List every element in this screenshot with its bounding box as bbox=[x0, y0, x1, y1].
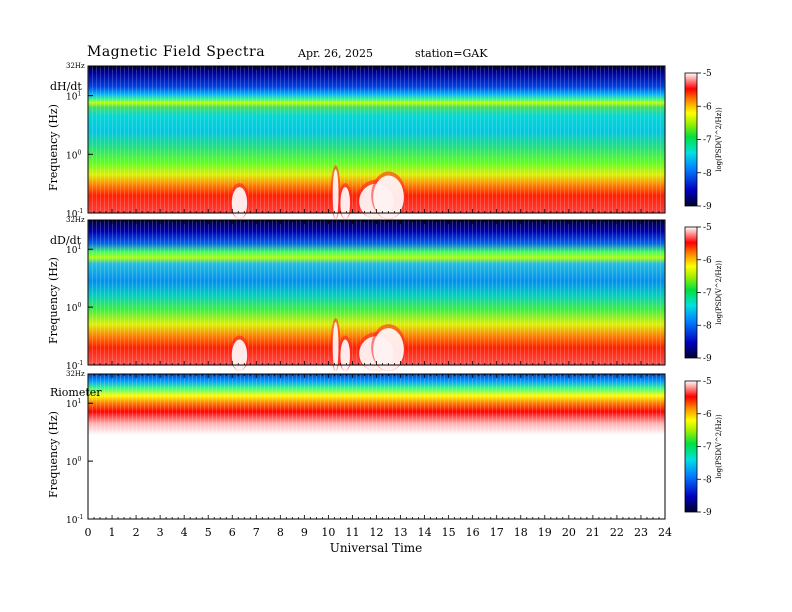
colorbar-tick-label: -7 bbox=[703, 443, 712, 453]
x-tick-label: 2 bbox=[133, 526, 140, 539]
colorbar-tick-label: -7 bbox=[703, 289, 712, 299]
y-tick-label: 32Hz bbox=[66, 370, 85, 378]
panel-3: Riometer Frequency (Hz) 32Hz 101 100 10-1 bbox=[47, 370, 666, 526]
burst-core bbox=[231, 339, 248, 371]
colorbar-scale bbox=[684, 72, 698, 207]
x-tick-label: 9 bbox=[301, 526, 308, 539]
date-label: Apr. 26, 2025 bbox=[298, 47, 374, 60]
x-tick-label: 23 bbox=[634, 526, 648, 539]
colorbar-label: log(PSD(V^2/Hz)) bbox=[715, 414, 723, 479]
y-tick-label: 100 bbox=[66, 149, 81, 161]
burst-core bbox=[340, 339, 351, 371]
y-tick-label: 101 bbox=[66, 91, 81, 103]
burst-core bbox=[332, 322, 339, 371]
x-tick-label: 0 bbox=[85, 526, 92, 539]
colorbar-tick-label: -6 bbox=[703, 410, 712, 420]
y-axis-title: Frequency (Hz) bbox=[47, 411, 60, 498]
colorbar: -5 -6 -7 -8 -9 log(PSD(V^2/Hz)) bbox=[684, 377, 723, 518]
spectrogram-texture bbox=[88, 374, 665, 519]
burst-core bbox=[332, 169, 339, 220]
x-tick-label: 15 bbox=[442, 526, 456, 539]
colorbar-label: log(PSD(V^2/Hz)) bbox=[715, 107, 723, 172]
x-tick-label: 16 bbox=[466, 526, 480, 539]
chart-title: Magnetic Field Spectra bbox=[87, 44, 266, 60]
panel-label: Riometer bbox=[50, 386, 102, 399]
colorbar-tick-label: -6 bbox=[703, 102, 712, 112]
panel-label: dD/dt bbox=[50, 234, 82, 247]
x-tick-label: 12 bbox=[370, 526, 384, 539]
x-tick-label: 24 bbox=[658, 526, 672, 539]
colorbar-tick-label: -9 bbox=[703, 202, 712, 212]
x-tick-label: 20 bbox=[562, 526, 576, 539]
x-tick-label: 8 bbox=[277, 526, 284, 539]
colorbar-tick-label: -9 bbox=[703, 354, 712, 364]
y-axis-title: Frequency (Hz) bbox=[47, 104, 60, 191]
station-label: station=GAK bbox=[415, 47, 488, 60]
y-tick-label: 100 bbox=[66, 456, 81, 468]
y-tick-label: 100 bbox=[66, 302, 81, 314]
burst-core bbox=[231, 187, 248, 219]
y-tick-label: 101 bbox=[66, 244, 81, 256]
colorbar-scale bbox=[684, 226, 698, 359]
x-tick-label: 5 bbox=[205, 526, 212, 539]
x-tick-label: 10 bbox=[321, 526, 335, 539]
x-tick-label: 7 bbox=[253, 526, 260, 539]
x-tick-label: 1 bbox=[109, 526, 116, 539]
burst-core bbox=[340, 187, 351, 219]
y-tick-label: 101 bbox=[66, 398, 81, 410]
x-tick-label: 13 bbox=[394, 526, 408, 539]
colorbar-tick-label: -7 bbox=[703, 136, 712, 146]
colorbar-tick-label: -5 bbox=[703, 223, 712, 233]
colorbar-tick-label: -8 bbox=[703, 169, 712, 179]
x-tick-label: 14 bbox=[418, 526, 432, 539]
x-tick-label: 6 bbox=[229, 526, 236, 539]
x-tick-label: 17 bbox=[490, 526, 504, 539]
x-axis-title: Universal Time bbox=[330, 541, 423, 555]
x-tick-label: 22 bbox=[610, 526, 624, 539]
colorbar-scale bbox=[684, 380, 698, 513]
y-tick-label: 32Hz bbox=[66, 62, 85, 70]
x-tick-label: 19 bbox=[538, 526, 552, 539]
colorbar-label: log(PSD(V^2/Hz)) bbox=[715, 260, 723, 325]
colorbar: -5 -6 -7 -8 -9 log(PSD(V^2/Hz)) bbox=[684, 69, 723, 212]
y-tick-label: 10-1 bbox=[66, 514, 83, 526]
panel-label: dH/dt bbox=[50, 80, 82, 93]
y-axis-title: Frequency (Hz) bbox=[47, 257, 60, 344]
x-tick-label: 3 bbox=[157, 526, 164, 539]
colorbar-tick-label: -5 bbox=[703, 377, 712, 387]
y-tick-label: 32Hz bbox=[66, 216, 85, 224]
colorbar-tick-label: -8 bbox=[703, 321, 712, 331]
colorbar-tick-label: -5 bbox=[703, 69, 712, 79]
colorbar-tick-label: -8 bbox=[703, 475, 712, 485]
x-tick-label: 4 bbox=[181, 526, 188, 539]
colorbar: -5 -6 -7 -8 -9 log(PSD(V^2/Hz)) bbox=[684, 223, 723, 364]
x-tick-label: 18 bbox=[514, 526, 528, 539]
burst-core bbox=[373, 328, 404, 371]
burst-core bbox=[373, 175, 404, 219]
colorbar-tick-label: -6 bbox=[703, 256, 712, 266]
x-tick-label: 21 bbox=[586, 526, 600, 539]
x-tick-label: 11 bbox=[345, 526, 359, 539]
colorbar-tick-label: -9 bbox=[703, 508, 712, 518]
